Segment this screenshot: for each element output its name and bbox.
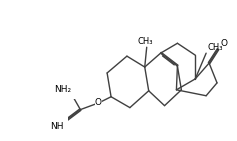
Text: CH₃: CH₃ — [207, 43, 223, 52]
Text: NH: NH — [50, 122, 64, 131]
Text: CH₃: CH₃ — [138, 37, 154, 46]
Text: O: O — [95, 98, 102, 107]
Text: NH₂: NH₂ — [54, 85, 72, 94]
Text: O: O — [220, 39, 228, 48]
